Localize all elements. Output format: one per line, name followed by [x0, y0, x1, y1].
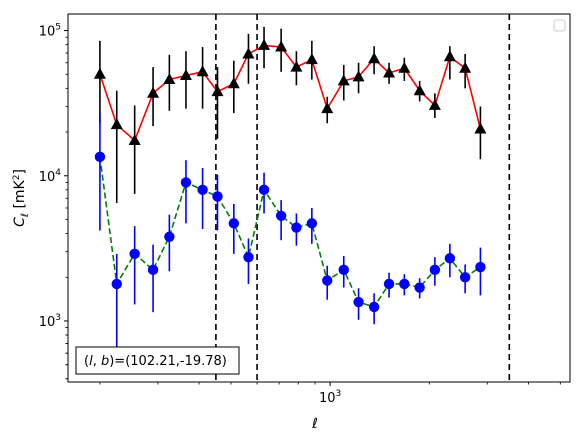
annotation-text: (l, b)=(102.21,-19.78) [84, 354, 227, 369]
data-point-circle [180, 177, 192, 188]
coordinate-annotation: (l, b)=(102.21,-19.78) [75, 346, 240, 375]
data-point-circle [228, 218, 240, 229]
data-point-circle [197, 184, 208, 196]
data-point-triangle [398, 61, 411, 73]
data-point-triangle [413, 84, 426, 96]
data-point-triangle [110, 118, 123, 130]
data-point-circle [291, 222, 302, 233]
y-tick-label: 103 [39, 313, 61, 330]
data-point-triangle [275, 40, 288, 52]
data-point-circle [475, 261, 486, 273]
data-point-circle [459, 272, 471, 283]
x-tick-label: 103 [319, 389, 341, 406]
data-point-circle [306, 218, 318, 229]
data-point-triangle [147, 86, 160, 98]
data-point-circle [414, 282, 425, 293]
data-point-triangle [211, 85, 224, 97]
axes-frame [67, 13, 571, 383]
data-point-triangle [179, 69, 192, 81]
data-point-circle [258, 184, 270, 196]
data-point-circle [147, 264, 159, 276]
data-point-circle [399, 278, 410, 290]
data-point-triangle [474, 122, 487, 134]
data-point-triangle [337, 74, 350, 86]
data-point-circle [212, 191, 223, 202]
data-point-triangle [383, 66, 396, 78]
data-point-circle [353, 296, 364, 308]
x-axis-label: ℓ [311, 416, 318, 432]
data-point-triangle [368, 52, 381, 64]
legend-box [553, 19, 566, 32]
data-point-triangle [196, 65, 209, 77]
data-point-circle [94, 151, 106, 163]
legend [553, 19, 566, 32]
y-tick-label: 104 [39, 168, 62, 185]
data-point-circle [243, 251, 254, 263]
y-tick-label: 105 [39, 23, 61, 40]
data-point-circle [368, 301, 380, 313]
y-axis-label-text: Cℓ [mK2] [12, 169, 31, 227]
data-point-triangle [227, 77, 240, 89]
axis-ticks: 103 104 105 103 [39, 23, 561, 406]
data-point-triangle [93, 67, 106, 79]
data-point-circle [322, 275, 333, 286]
data-point-triangle [290, 60, 303, 72]
data-point-triangle [459, 61, 472, 73]
data-point-triangle [321, 102, 334, 114]
data-point-circle [429, 264, 441, 276]
data-point-triangle [163, 73, 176, 85]
data-point-triangle [305, 53, 318, 65]
data-point-circle [383, 278, 395, 290]
data-point-triangle [258, 38, 271, 50]
data-point-triangle [128, 133, 141, 145]
y-axis-label: Cℓ [mK2] [12, 169, 31, 227]
data-point-circle [338, 264, 349, 276]
series-1 [93, 26, 487, 203]
data-point-triangle [242, 47, 255, 59]
plot-frame [67, 13, 571, 383]
data-point-circle [444, 253, 456, 264]
data-point-circle [111, 278, 122, 290]
annotation-box [75, 346, 240, 375]
data-point-triangle [443, 50, 456, 62]
data-point-circle [275, 210, 287, 222]
data-point-triangle [352, 70, 365, 82]
data-point-circle [129, 248, 140, 260]
series-layer [93, 26, 487, 354]
axis-labels: ℓ Cℓ [mK2] [12, 169, 318, 432]
data-point-triangle [428, 98, 441, 110]
data-point-circle [164, 231, 175, 242]
series-2 [94, 113, 486, 354]
